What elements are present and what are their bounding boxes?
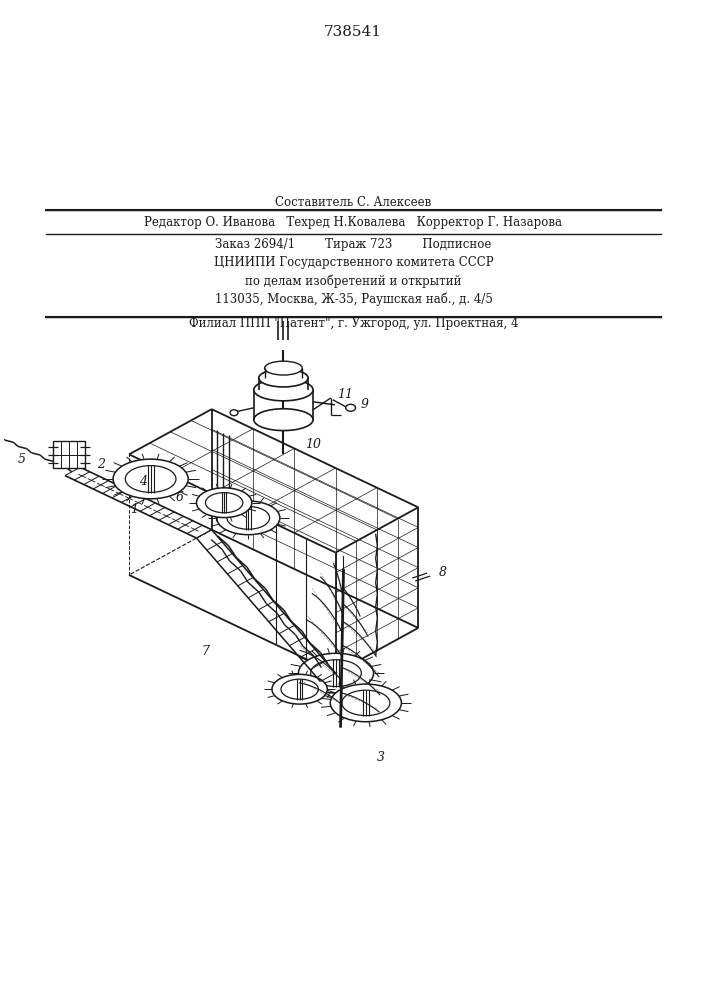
FancyBboxPatch shape (53, 441, 85, 468)
Text: 10: 10 (305, 438, 321, 451)
Ellipse shape (330, 684, 402, 722)
Text: 2: 2 (97, 458, 105, 471)
Ellipse shape (346, 404, 356, 411)
Ellipse shape (254, 379, 313, 401)
Text: 11: 11 (337, 388, 353, 401)
Text: 7: 7 (201, 645, 209, 658)
Ellipse shape (125, 466, 176, 492)
Ellipse shape (197, 488, 252, 518)
Text: 9: 9 (361, 398, 368, 411)
Text: Филиал ППП "Патент", г. Ужгород, ул. Проектная, 4: Филиал ППП "Патент", г. Ужгород, ул. Про… (189, 317, 518, 330)
Text: 8: 8 (439, 566, 448, 579)
Ellipse shape (272, 674, 327, 704)
Text: по делам изобретений и открытий: по делам изобретений и открытий (245, 274, 462, 288)
Ellipse shape (342, 690, 390, 716)
Text: 5: 5 (18, 453, 25, 466)
Ellipse shape (216, 501, 280, 535)
Text: Составитель С. Алексеев: Составитель С. Алексеев (275, 196, 432, 209)
Ellipse shape (227, 506, 269, 529)
Ellipse shape (230, 410, 238, 416)
Text: 3: 3 (377, 751, 385, 764)
Ellipse shape (281, 679, 318, 699)
Ellipse shape (264, 361, 302, 375)
Text: ЦНИИПИ Государственного комитета СССР: ЦНИИПИ Государственного комитета СССР (214, 256, 493, 269)
Text: 738541: 738541 (324, 25, 382, 39)
Ellipse shape (298, 653, 373, 693)
Ellipse shape (259, 369, 308, 387)
Ellipse shape (113, 459, 188, 499)
Ellipse shape (310, 660, 361, 687)
Ellipse shape (206, 493, 243, 513)
Text: 6: 6 (175, 491, 184, 504)
Text: 4: 4 (139, 475, 147, 488)
Ellipse shape (254, 409, 313, 431)
Text: 113035, Москва, Ж-35, Раушская наб., д. 4/5: 113035, Москва, Ж-35, Раушская наб., д. … (214, 293, 493, 306)
Text: 1: 1 (130, 503, 138, 516)
Text: Редактор О. Иванова   Техред Н.Ковалева   Корректор Г. Назарова: Редактор О. Иванова Техред Н.Ковалева Ко… (144, 216, 563, 229)
Text: Заказ 2694/1        Тираж 723        Подписное: Заказ 2694/1 Тираж 723 Подписное (216, 238, 491, 251)
